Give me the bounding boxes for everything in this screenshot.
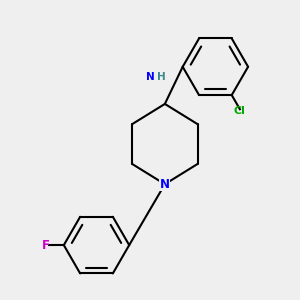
Text: Cl: Cl [234,106,246,116]
Text: H: H [157,72,166,82]
Text: N: N [146,72,155,82]
Text: F: F [42,238,50,252]
Text: N: N [160,178,170,191]
